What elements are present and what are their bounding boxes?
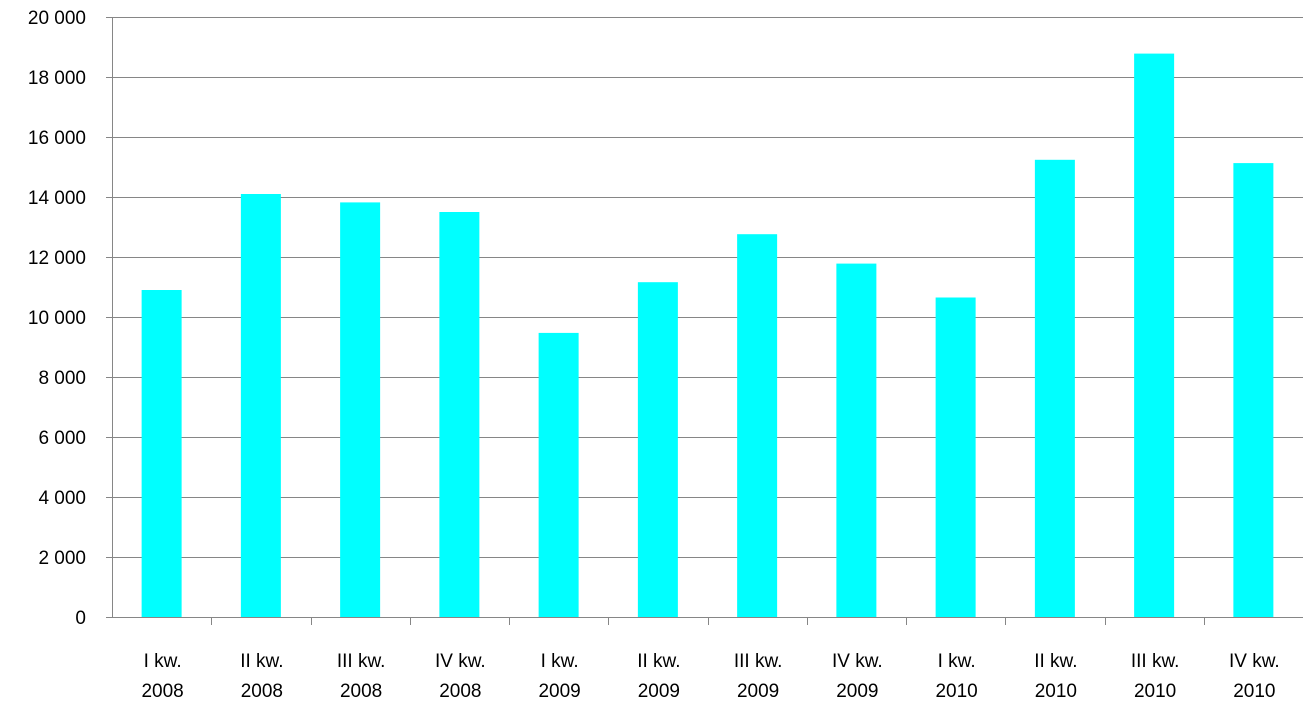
y-tick-label: 18 000 bbox=[28, 68, 86, 89]
bar bbox=[538, 332, 579, 617]
x-category-label: I kw. 2009 bbox=[538, 651, 580, 702]
x-category-label-line: III kw. bbox=[337, 651, 386, 672]
x-category-label: III kw. 2010 bbox=[1131, 651, 1180, 702]
y-tick-label: 4 000 bbox=[38, 488, 86, 509]
y-tick-label: 14 000 bbox=[28, 188, 86, 209]
x-category-label-line: 2009 bbox=[638, 681, 680, 702]
y-tick-label: 20 000 bbox=[28, 8, 86, 29]
x-category-label-line: 2010 bbox=[935, 681, 977, 702]
bar bbox=[836, 263, 877, 617]
x-category-label-line: 2008 bbox=[141, 681, 183, 702]
x-category-label: I kw. 2010 bbox=[935, 651, 977, 702]
bar bbox=[637, 282, 678, 617]
bar bbox=[439, 212, 480, 617]
y-tick-label: 12 000 bbox=[28, 248, 86, 269]
x-category-label-line: III kw. bbox=[1131, 651, 1180, 672]
x-category-label-line: I kw. bbox=[541, 651, 579, 672]
x-category-label-line: 2009 bbox=[836, 681, 878, 702]
x-category-label: IV kw. 2010 bbox=[1229, 651, 1280, 702]
x-category-label-line: IV kw. bbox=[435, 651, 486, 672]
x-category-label: II kw. 2009 bbox=[637, 651, 680, 702]
bar bbox=[1034, 159, 1075, 618]
bars bbox=[141, 53, 1274, 618]
x-category-label-line: 2008 bbox=[340, 681, 382, 702]
x-category-label: IV kw. 2009 bbox=[832, 651, 883, 702]
y-axis-tick-labels: 0 2 000 4 000 6 000 8 000 10 000 12 000 14 000 1… bbox=[28, 8, 86, 629]
x-category-label: I kw. 2008 bbox=[141, 651, 183, 702]
y-tick-label: 8 000 bbox=[38, 368, 86, 389]
gridlines bbox=[112, 17, 1303, 558]
x-category-label-line: 2009 bbox=[538, 681, 580, 702]
x-category-label-line: III kw. bbox=[734, 651, 783, 672]
x-category-label-line: II kw. bbox=[637, 651, 680, 672]
bar bbox=[737, 234, 778, 617]
x-category-label-line: IV kw. bbox=[1229, 651, 1280, 672]
x-category-label: III kw. 2008 bbox=[337, 651, 386, 702]
bar bbox=[935, 297, 976, 617]
bar bbox=[1233, 163, 1274, 617]
x-category-label-line: 2008 bbox=[439, 681, 481, 702]
x-category-label-line: 2010 bbox=[1233, 681, 1275, 702]
axes bbox=[106, 17, 1303, 625]
x-category-label-line: 2010 bbox=[1134, 681, 1176, 702]
bar bbox=[1134, 53, 1175, 618]
y-tick-label: 0 bbox=[75, 608, 86, 629]
x-category-label-line: II kw. bbox=[1034, 651, 1077, 672]
y-tick-label: 6 000 bbox=[38, 428, 86, 449]
x-category-label-line: 2008 bbox=[241, 681, 283, 702]
y-tick-label: 2 000 bbox=[38, 548, 86, 569]
y-tick-label: 10 000 bbox=[28, 308, 86, 329]
x-category-label-line: IV kw. bbox=[832, 651, 883, 672]
bar bbox=[240, 194, 281, 617]
bar bbox=[340, 202, 381, 617]
bar bbox=[141, 290, 182, 617]
x-category-label-line: II kw. bbox=[240, 651, 283, 672]
x-category-label-line: I kw. bbox=[144, 651, 182, 672]
x-category-label: II kw. 2010 bbox=[1034, 651, 1077, 702]
x-axis-category-labels: I kw. 2008 II kw. 2008 III kw. 2008 IV kw. 2008… bbox=[141, 651, 1279, 702]
x-category-label: II kw. 2008 bbox=[240, 651, 283, 702]
x-category-label: IV kw. 2008 bbox=[435, 651, 486, 702]
x-category-label-line: 2010 bbox=[1035, 681, 1077, 702]
x-category-label: III kw. 2009 bbox=[734, 651, 783, 702]
x-category-label-line: 2009 bbox=[737, 681, 779, 702]
y-tick-label: 16 000 bbox=[28, 128, 86, 149]
x-category-label-line: I kw. bbox=[938, 651, 976, 672]
